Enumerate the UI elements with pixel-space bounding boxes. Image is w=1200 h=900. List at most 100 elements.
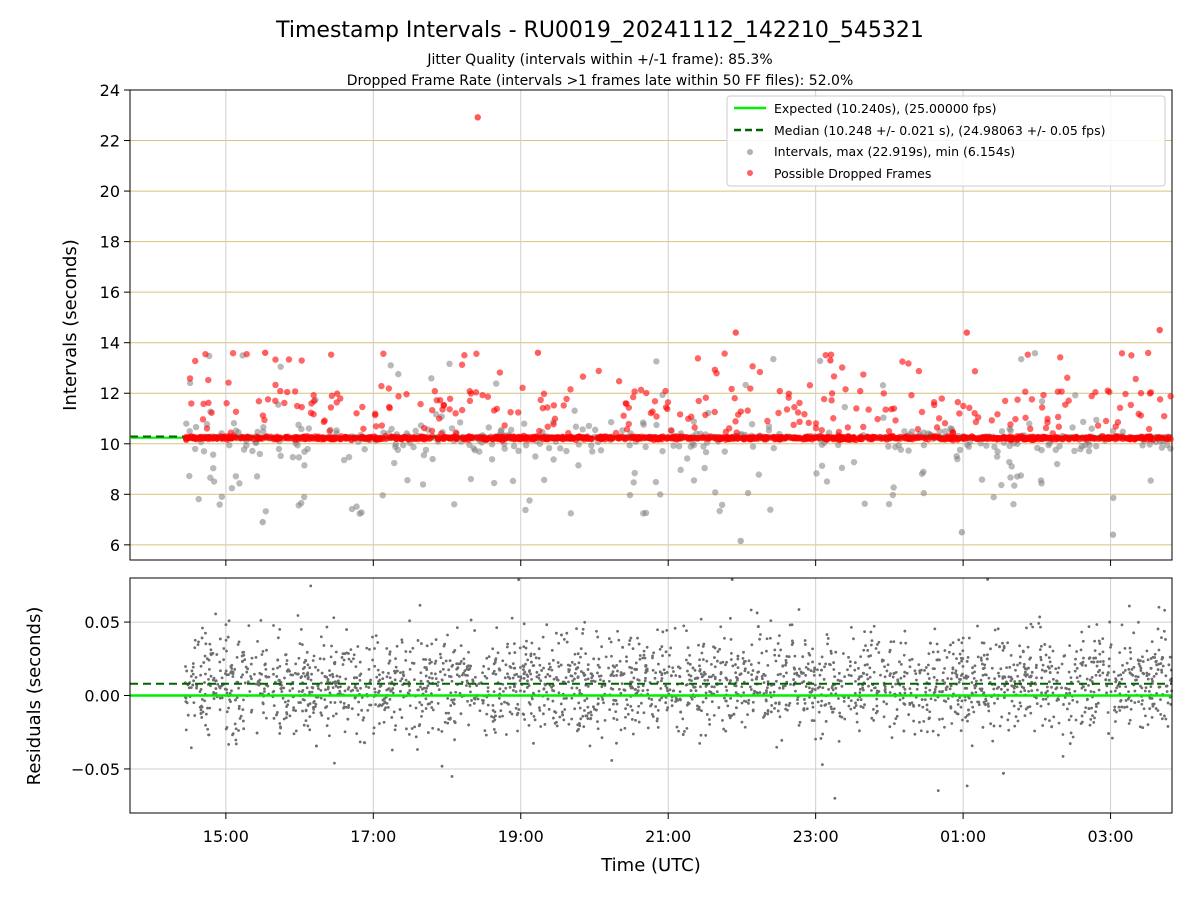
dropped-frame-point — [1040, 391, 1047, 399]
residual-point — [1087, 683, 1090, 687]
residual-point — [1060, 662, 1064, 666]
residual-point — [1041, 697, 1045, 701]
residual-point — [329, 655, 333, 659]
dropped-frame-point — [466, 387, 473, 395]
residual-point — [470, 699, 473, 702]
residual-point — [642, 653, 646, 657]
residual-point — [404, 678, 408, 682]
interval-point — [965, 443, 972, 450]
dropped-frame-point — [232, 408, 240, 415]
residual-point — [494, 658, 497, 662]
residual-point — [284, 653, 288, 656]
residual-point — [1137, 662, 1141, 666]
residual-point — [683, 730, 686, 733]
dropped-frame-point — [778, 434, 785, 441]
residual-point — [1022, 662, 1026, 666]
residual-point — [624, 715, 627, 719]
residual-point — [1007, 728, 1011, 732]
residual-point — [819, 737, 823, 740]
residual-point — [191, 683, 195, 687]
residual-point — [852, 637, 855, 641]
residual-point — [400, 677, 404, 681]
residual-point — [1138, 725, 1142, 729]
residual-point — [529, 712, 533, 715]
residual-point — [725, 689, 729, 692]
residual-point — [629, 636, 633, 640]
residual-point — [508, 685, 512, 689]
dropped-frame-point — [1092, 389, 1099, 396]
residual-point — [437, 688, 441, 692]
residual-point — [583, 709, 586, 712]
residual-point — [1167, 663, 1171, 667]
residual-point — [227, 743, 231, 746]
residual-point — [1037, 621, 1041, 625]
residual-point — [1029, 656, 1032, 660]
dropped-frame-point — [732, 418, 739, 425]
residual-point — [1003, 691, 1006, 694]
dropped-frame-point — [1123, 435, 1130, 442]
dropped-frame-point — [1156, 396, 1164, 403]
residual-point — [457, 674, 461, 678]
residual-point — [338, 689, 342, 693]
residual-point — [264, 667, 268, 671]
residual-point — [618, 659, 622, 663]
residual-point — [424, 674, 428, 678]
interval-point — [300, 493, 308, 501]
residual-point — [994, 643, 998, 647]
residual-point — [196, 643, 200, 647]
residual-point — [1109, 645, 1112, 649]
residual-point — [361, 718, 365, 722]
residual-point — [378, 722, 381, 725]
dropped-frame-point — [364, 434, 372, 442]
residual-point — [955, 657, 958, 661]
residual-point — [1050, 725, 1054, 729]
residual-point — [858, 687, 862, 691]
interval-point — [983, 442, 990, 449]
residual-point — [385, 701, 389, 705]
residual-point — [1160, 670, 1164, 674]
residual-point — [1000, 715, 1004, 719]
dropped-frame-point — [827, 351, 835, 358]
residual-point — [736, 699, 739, 703]
residual-point — [410, 727, 414, 730]
residual-point — [631, 647, 635, 651]
residual-point — [499, 709, 503, 713]
dropped-frame-point — [1147, 389, 1155, 396]
residual-point — [659, 679, 663, 683]
residual-point — [241, 708, 245, 712]
residual-point — [305, 650, 309, 654]
residual-point — [1099, 660, 1102, 664]
residual-point — [319, 688, 323, 692]
residual-point — [840, 715, 844, 719]
dropped-frame-point — [261, 416, 268, 424]
residual-point — [666, 689, 669, 693]
residual-point — [927, 677, 931, 680]
interval-point — [275, 445, 283, 453]
interval-point — [540, 476, 548, 484]
residual-point — [197, 640, 200, 644]
dropped-frame-point — [1065, 397, 1072, 404]
dropped-frame-point — [1116, 404, 1124, 412]
residual-point — [750, 678, 754, 682]
residual-point — [1146, 677, 1150, 681]
interval-point — [998, 428, 1006, 435]
residual-point — [401, 670, 405, 674]
residual-point — [945, 685, 949, 689]
residual-point — [1051, 649, 1055, 653]
interval-point — [466, 441, 473, 449]
residual-point — [947, 650, 951, 654]
residual-point — [961, 649, 965, 653]
residual-point — [1123, 646, 1127, 650]
residual-point — [318, 657, 322, 661]
residual-point — [713, 665, 717, 669]
residual-point — [678, 666, 682, 670]
residual-point — [1090, 676, 1094, 679]
residual-point — [1145, 649, 1149, 653]
residual-point — [189, 675, 193, 678]
residual-point — [1127, 722, 1131, 725]
interval-point — [841, 403, 848, 411]
residual-point — [562, 637, 566, 641]
interval-point — [520, 420, 528, 427]
residual-point — [200, 697, 204, 701]
residual-point — [1068, 644, 1072, 648]
